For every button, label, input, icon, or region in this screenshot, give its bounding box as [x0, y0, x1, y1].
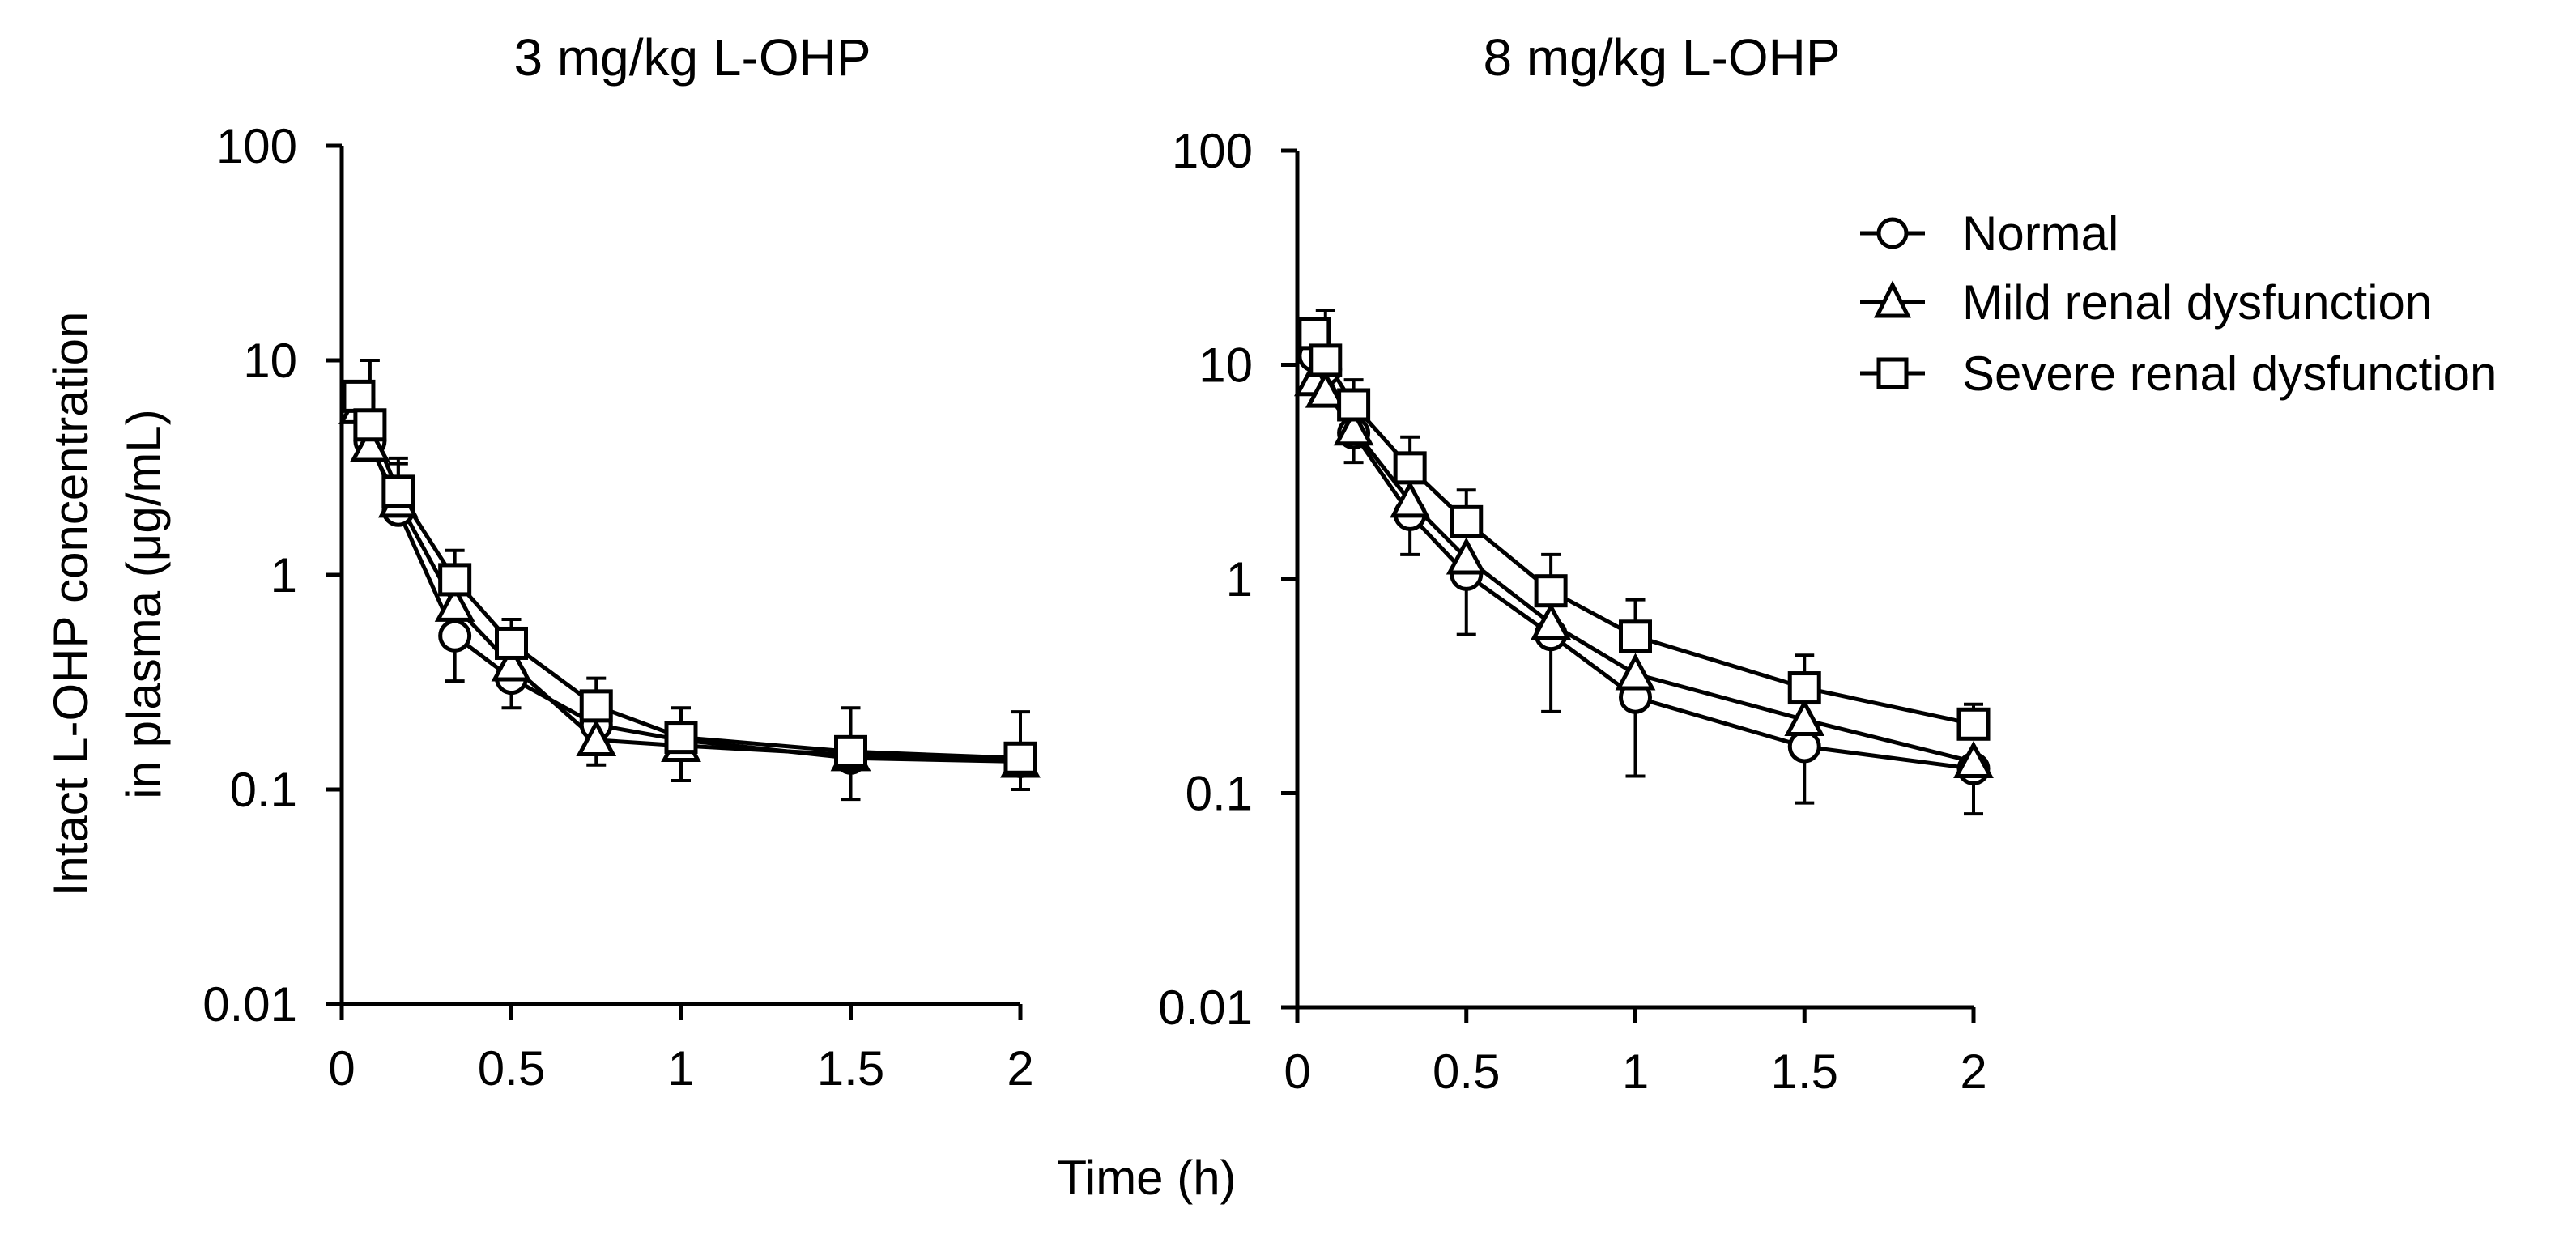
- data-point-square: [1003, 741, 1037, 775]
- legend-label-mild: Mild renal dysfunction: [1962, 275, 2432, 330]
- data-point-square: [1450, 504, 1484, 538]
- y-tick-label: 100: [1172, 124, 1253, 178]
- y-tick-label: 0.01: [202, 977, 297, 1032]
- data-point-square: [438, 563, 472, 597]
- y-tick-label: 10: [1199, 338, 1253, 393]
- x-tick-label: 1.5: [1771, 1045, 1838, 1099]
- data-point-triangle: [576, 718, 617, 757]
- legend: Normal Mild renal dysfunction Severe ren…: [1860, 206, 2497, 401]
- legend-square-marker: [1876, 357, 1909, 389]
- y-tick-label: 0.1: [1186, 767, 1253, 821]
- data-point-square: [1309, 343, 1343, 377]
- data-point-circle: [1787, 730, 1821, 764]
- y-tick-label: 0.01: [1158, 981, 1253, 1035]
- legend-entry-mild: Mild renal dysfunction: [1860, 275, 2432, 330]
- data-point-circle: [438, 619, 472, 653]
- markers: [1293, 317, 1994, 785]
- legend-label-normal: Normal: [1962, 206, 2118, 261]
- x-tick-label: 1: [667, 1041, 694, 1096]
- data-point-square: [1337, 388, 1371, 422]
- panel-8mgkg: 0.01 0.1 1 10 100 0 0.5 1 1.5 2: [1158, 124, 1994, 1099]
- data-point-triangle: [1531, 602, 1572, 640]
- data-point-square: [834, 734, 867, 768]
- legend-entry-normal: Normal: [1860, 206, 2118, 261]
- data-point-square: [1956, 707, 1991, 741]
- data-point-square: [1534, 574, 1568, 608]
- data-point-square: [353, 408, 387, 442]
- y-axis-label-line2: in plasma (μg/mL): [117, 409, 171, 798]
- x-tick-label: 1: [1622, 1045, 1649, 1099]
- data-point-triangle: [434, 584, 475, 622]
- x-tick-label: 1.5: [817, 1041, 884, 1096]
- y-tick-label: 0.1: [230, 763, 297, 817]
- y-tick-label: 10: [243, 334, 297, 388]
- data-point-triangle: [1446, 537, 1487, 575]
- data-point-triangle: [350, 424, 390, 462]
- legend-circle-marker: [1876, 217, 1909, 249]
- x-axis-label: Time (h): [1057, 1151, 1236, 1205]
- y-tick-label: 100: [216, 119, 297, 173]
- y-tick-label: 1: [270, 548, 297, 602]
- y-axis-label-line1: Intact L-OHP concentration: [44, 312, 98, 897]
- panel1-title: 3 mg/kg L-OHP: [513, 28, 871, 87]
- data-point-square: [495, 626, 528, 660]
- markers: [338, 379, 1041, 778]
- data-point-triangle: [1615, 653, 1656, 691]
- x-tick-label: 2: [1960, 1045, 1986, 1099]
- data-point-triangle: [1953, 740, 1994, 778]
- data-point-square: [579, 689, 613, 723]
- x-tick-label: 0: [1284, 1045, 1310, 1099]
- y-tick-label: 1: [1226, 552, 1253, 606]
- data-point-triangle: [491, 644, 532, 682]
- data-point-triangle: [1784, 698, 1825, 737]
- data-point-triangle: [1305, 370, 1346, 408]
- panel2-title: 8 mg/kg L-OHP: [1483, 28, 1840, 87]
- legend-entry-severe: Severe renal dysfunction: [1860, 347, 2497, 401]
- data-point-square: [1787, 671, 1821, 705]
- data-point-square: [381, 474, 415, 508]
- data-point-triangle: [1390, 480, 1431, 518]
- data-point-square: [664, 721, 698, 755]
- legend-triangle-marker: [1873, 280, 1912, 318]
- x-tick-label: 0: [328, 1041, 355, 1096]
- x-tick-label: 2: [1007, 1041, 1033, 1096]
- panel-3mgkg: 0.01 0.1 1 10 100 0 0.5 1 1.5 2: [202, 119, 1041, 1096]
- data-point-square: [342, 379, 376, 413]
- x-tick-label: 0.5: [478, 1041, 545, 1096]
- data-point-triangle: [1333, 408, 1374, 446]
- x-tick-label: 0.5: [1433, 1045, 1500, 1099]
- data-point-square: [1393, 451, 1427, 485]
- legend-label-severe: Severe renal dysfunction: [1962, 347, 2497, 401]
- data-point-square: [1619, 619, 1652, 653]
